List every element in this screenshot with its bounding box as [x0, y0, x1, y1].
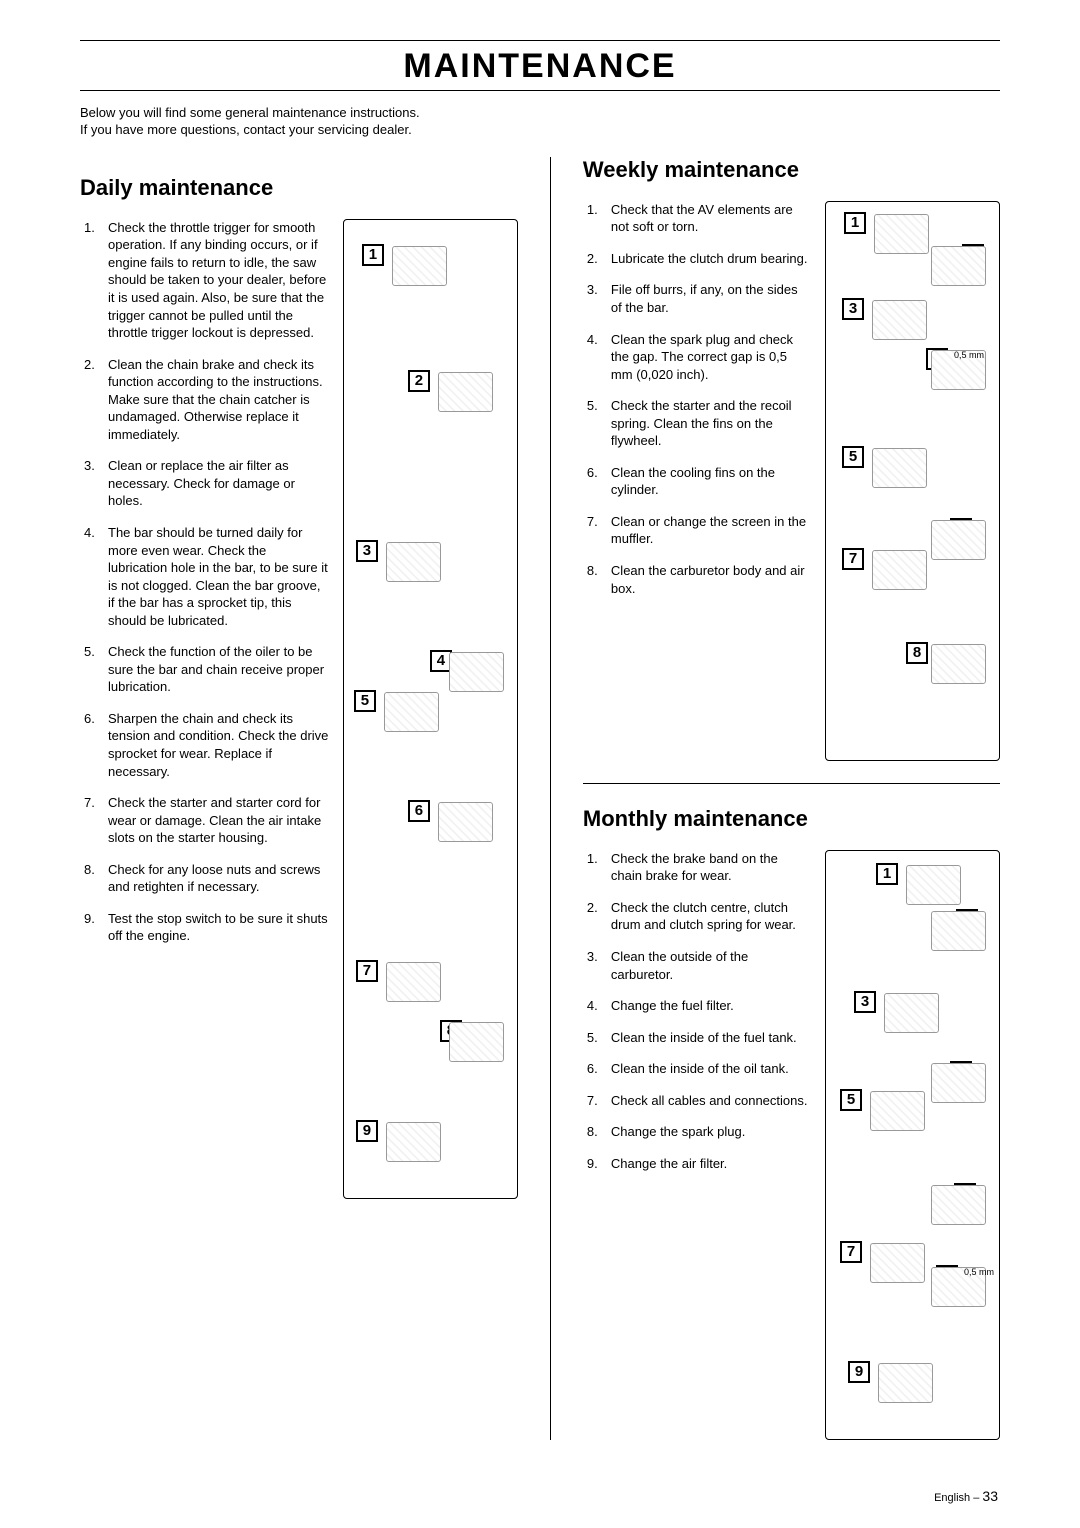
monthly-step: Clean the inside of the fuel tank. [583, 1029, 811, 1047]
weekly-callout-3: 3 [842, 298, 864, 320]
weekly-callout-8: 8 [906, 642, 928, 664]
daily-illustration-icon [392, 246, 447, 286]
top-rule [80, 40, 1000, 41]
monthly-illustration-icon [870, 1243, 925, 1283]
daily-illustration-icon [384, 692, 439, 732]
monthly-illustration-icon [884, 993, 939, 1033]
monthly-illustration-icon [870, 1091, 925, 1131]
weekly-step: Check that the AV elements are not soft … [583, 201, 811, 236]
left-column: Daily maintenance Check the throttle tri… [80, 157, 518, 1440]
weekly-callout-5: 5 [842, 446, 864, 468]
weekly-steps: Check that the AV elements are not soft … [583, 201, 811, 597]
daily-illustration-icon [438, 802, 493, 842]
daily-figure: 123456789 [343, 219, 518, 1199]
daily-step: Check the starter and starter cord for w… [80, 794, 329, 847]
monthly-callout-3: 3 [854, 991, 876, 1013]
title-underline [80, 90, 1000, 91]
daily-callout-5: 5 [354, 690, 376, 712]
daily-illustration-icon [386, 542, 441, 582]
monthly-illustration-icon [931, 911, 986, 951]
daily-callout-6: 6 [408, 800, 430, 822]
weekly-illustration-icon [872, 448, 927, 488]
monthly-row: Check the brake band on the chain brake … [583, 850, 1000, 1440]
intro-text: Below you will find some general mainten… [80, 105, 520, 139]
weekly-illustration-icon [931, 520, 986, 560]
weekly-illustration-icon [931, 644, 986, 684]
page-number: English – 33 [934, 1488, 998, 1504]
daily-illustration-icon [386, 962, 441, 1002]
monthly-step: Change the spark plug. [583, 1123, 811, 1141]
daily-step: Check for any loose nuts and screws and … [80, 861, 329, 896]
monthly-step: Check all cables and connections. [583, 1092, 811, 1110]
monthly-step: Clean the inside of the oil tank. [583, 1060, 811, 1078]
right-column: Weekly maintenance Check that the AV ele… [583, 157, 1000, 1440]
intro-line-1: Below you will find some general mainten… [80, 105, 420, 120]
weekly-step: Clean the carburetor body and air box. [583, 562, 811, 597]
weekly-title: Weekly maintenance [583, 157, 1000, 183]
monthly-callout-5: 5 [840, 1089, 862, 1111]
daily-callout-2: 2 [408, 370, 430, 392]
right-section-divider [583, 783, 1000, 784]
monthly-gap-label: 0,5 mm [964, 1267, 994, 1277]
monthly-title: Monthly maintenance [583, 806, 1000, 832]
monthly-illustration-icon [878, 1363, 933, 1403]
weekly-callout-1: 1 [844, 212, 866, 234]
daily-step: Check the throttle trigger for smooth op… [80, 219, 329, 342]
weekly-illustration-icon [872, 300, 927, 340]
weekly-illustration-icon [872, 550, 927, 590]
daily-illustration-icon [386, 1122, 441, 1162]
daily-step: Clean or replace the air filter as neces… [80, 457, 329, 510]
vertical-divider [550, 157, 551, 1440]
monthly-illustration-icon [931, 1063, 986, 1103]
page-title: MAINTENANCE [80, 47, 1000, 86]
daily-row: Check the throttle trigger for smooth op… [80, 219, 518, 1199]
weekly-illustration-icon [874, 214, 929, 254]
monthly-step: Check the clutch centre, clutch drum and… [583, 899, 811, 934]
daily-title: Daily maintenance [80, 175, 518, 201]
daily-step: Test the stop switch to be sure it shuts… [80, 910, 329, 945]
monthly-steps: Check the brake band on the chain brake … [583, 850, 811, 1173]
weekly-row: Check that the AV elements are not soft … [583, 201, 1000, 761]
weekly-step: Clean or change the screen in the muffle… [583, 513, 811, 548]
weekly-callout-7: 7 [842, 548, 864, 570]
monthly-illustration-icon [906, 865, 961, 905]
daily-callout-7: 7 [356, 960, 378, 982]
monthly-step: Check the brake band on the chain brake … [583, 850, 811, 885]
weekly-list-col: Check that the AV elements are not soft … [583, 201, 811, 761]
daily-list-col: Check the throttle trigger for smooth op… [80, 219, 329, 1199]
daily-step: The bar should be turned daily for more … [80, 524, 329, 629]
monthly-callout-1: 1 [876, 863, 898, 885]
monthly-callout-7: 7 [840, 1241, 862, 1263]
monthly-step: Change the air filter. [583, 1155, 811, 1173]
monthly-step: Change the fuel filter. [583, 997, 811, 1015]
monthly-illustration-icon [931, 1185, 986, 1225]
daily-step: Clean the chain brake and check its func… [80, 356, 329, 444]
weekly-step: File off burrs, if any, on the sides of … [583, 281, 811, 316]
daily-callout-9: 9 [356, 1120, 378, 1142]
daily-illustration-icon [449, 1022, 504, 1062]
intro-line-2: If you have more questions, contact your… [80, 122, 412, 137]
weekly-step: Check the starter and the recoil spring.… [583, 397, 811, 450]
weekly-step: Clean the spark plug and check the gap. … [583, 331, 811, 384]
daily-step: Check the function of the oiler to be su… [80, 643, 329, 696]
monthly-step: Clean the outside of the carburetor. [583, 948, 811, 983]
monthly-callout-9: 9 [848, 1361, 870, 1383]
daily-callout-3: 3 [356, 540, 378, 562]
weekly-step: Clean the cooling fins on the cylinder. [583, 464, 811, 499]
weekly-figure: 123456780,5 mm [825, 201, 1000, 761]
weekly-gap-label: 0,5 mm [954, 350, 984, 360]
weekly-step: Lubricate the clutch drum bearing. [583, 250, 811, 268]
daily-step: Sharpen the chain and check its tension … [80, 710, 329, 780]
daily-illustration-icon [438, 372, 493, 412]
daily-callout-1: 1 [362, 244, 384, 266]
footer-language: English – [934, 1492, 979, 1504]
daily-illustration-icon [449, 652, 504, 692]
monthly-figure: 1234567890,5 mm [825, 850, 1000, 1440]
monthly-list-col: Check the brake band on the chain brake … [583, 850, 811, 1440]
daily-steps: Check the throttle trigger for smooth op… [80, 219, 329, 945]
footer-page-number: 33 [982, 1488, 998, 1504]
weekly-illustration-icon [931, 246, 986, 286]
main-columns: Daily maintenance Check the throttle tri… [80, 157, 1000, 1440]
